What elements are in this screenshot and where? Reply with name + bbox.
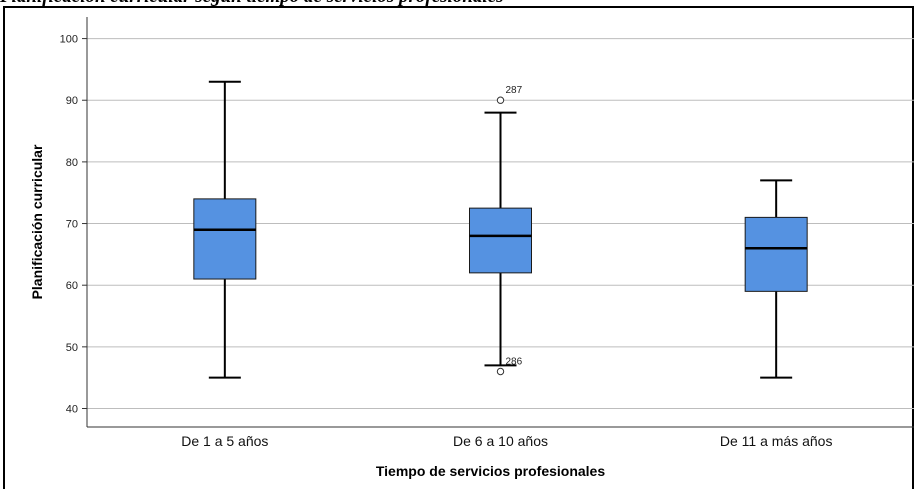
outlier-label: 286: [506, 357, 523, 368]
y-tick-label: 100: [60, 34, 78, 46]
boxes: 287 286: [193, 80, 808, 379]
chart-frame: [3, 6, 914, 489]
box-1: [193, 80, 257, 379]
x-axis-title: Tiempo de servicios profesionales: [376, 463, 605, 479]
x-tick-label: De 11 a más años: [720, 433, 833, 449]
outlier-point: [496, 367, 505, 376]
iqr-box: [193, 198, 257, 280]
iqr-box: [469, 207, 532, 274]
iqr-box: [744, 216, 808, 292]
labels: De 1 a 5 años De 6 a 10 años De 11 a más a…: [29, 144, 832, 479]
box-3: [744, 179, 808, 379]
y-tick-label: 50: [66, 342, 78, 354]
outlier-label: 287: [506, 85, 523, 96]
figure-caption: Planificación curricular según tiempo de…: [0, 0, 917, 10]
x-tick-label: De 1 a 5 años: [181, 433, 268, 449]
box-2: 287 286: [469, 85, 532, 376]
y-tick-label: 40: [66, 404, 78, 416]
x-tick-label: De 6 a 10 años: [453, 433, 548, 449]
outlier-point: [496, 96, 505, 104]
y-tick-label: 60: [66, 280, 78, 292]
y-axis-title: Planificación curricular: [29, 144, 45, 299]
axes: 40 50 60 70 80 90 100: [60, 17, 914, 428]
y-tick-label: 90: [66, 95, 78, 107]
y-tick-label: 80: [66, 157, 78, 169]
y-tick-label: 70: [66, 219, 78, 231]
